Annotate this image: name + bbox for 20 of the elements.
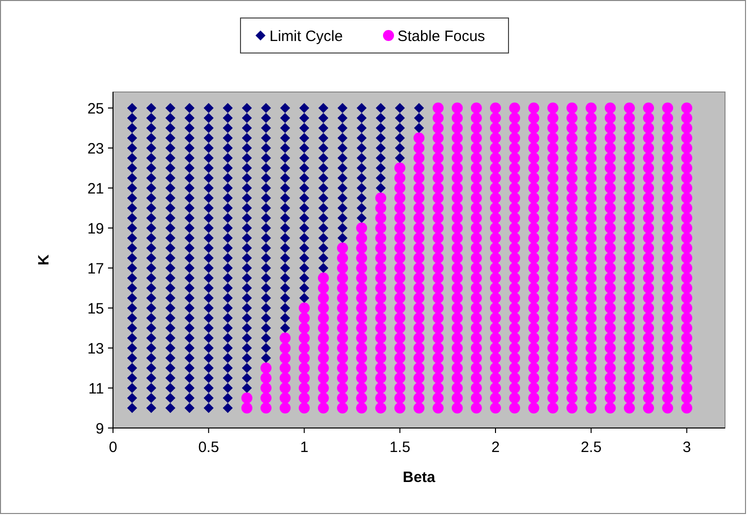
x-tick-label: 0	[108, 439, 118, 456]
y-tick-label: 23	[87, 140, 104, 158]
y-tick-label: 15	[87, 300, 104, 318]
x-tick-label: 0.5	[198, 439, 220, 456]
x-tick-label: 2.5	[580, 439, 602, 456]
x-tick-label: 1.5	[389, 439, 410, 456]
x-axis-title: Beta	[402, 469, 436, 486]
x-tick-label: 2	[491, 439, 500, 456]
x-tick-label: 3	[682, 439, 691, 456]
y-tick-label: 11	[88, 380, 104, 398]
legend-label: Limit Cycle	[270, 28, 343, 45]
y-tick-label: 17	[87, 260, 104, 278]
y-tick-label: 21	[87, 180, 104, 198]
y-axis-title: K	[35, 254, 52, 266]
y-tick-label: 9	[96, 420, 104, 438]
y-tick-label: 13	[87, 340, 104, 358]
legend-label: Stable Focus	[398, 28, 486, 45]
x-tick-label: 1	[300, 439, 308, 456]
y-tick-label: 19	[87, 220, 104, 238]
y-tick-label: 25	[87, 100, 104, 118]
